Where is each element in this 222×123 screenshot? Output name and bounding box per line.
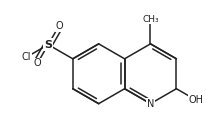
Text: Cl: Cl: [22, 52, 31, 62]
Text: CH₃: CH₃: [142, 15, 159, 24]
Text: O: O: [55, 21, 63, 31]
Text: N: N: [147, 99, 154, 109]
Text: S: S: [44, 40, 52, 50]
Text: OH: OH: [188, 95, 203, 105]
Text: O: O: [34, 58, 41, 68]
